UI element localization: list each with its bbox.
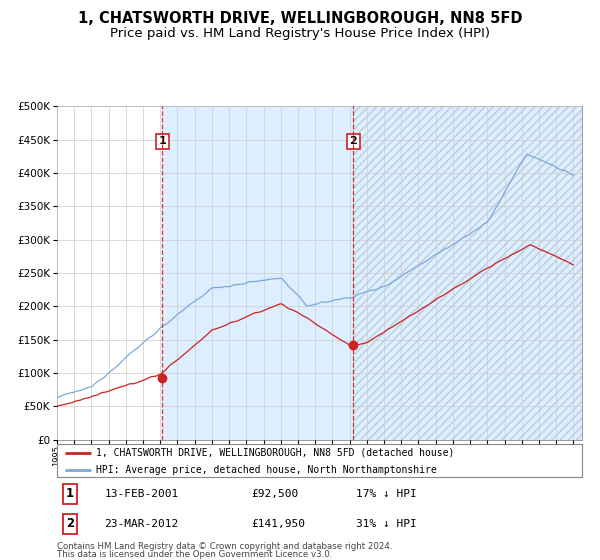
Bar	[353, 106, 582, 440]
Text: 31% ↓ HPI: 31% ↓ HPI	[356, 519, 417, 529]
Text: 23-MAR-2012: 23-MAR-2012	[104, 519, 179, 529]
Text: 2: 2	[350, 137, 357, 146]
Text: 13-FEB-2001: 13-FEB-2001	[104, 489, 179, 499]
Bar	[57, 106, 163, 440]
Bar	[163, 106, 353, 440]
Text: £141,950: £141,950	[251, 519, 305, 529]
Text: HPI: Average price, detached house, North Northamptonshire: HPI: Average price, detached house, Nort…	[97, 465, 437, 475]
Text: 1: 1	[158, 137, 166, 146]
Text: 1, CHATSWORTH DRIVE, WELLINGBOROUGH, NN8 5FD: 1, CHATSWORTH DRIVE, WELLINGBOROUGH, NN8…	[78, 11, 522, 26]
Text: Price paid vs. HM Land Registry's House Price Index (HPI): Price paid vs. HM Land Registry's House …	[110, 27, 490, 40]
Text: This data is licensed under the Open Government Licence v3.0.: This data is licensed under the Open Gov…	[57, 550, 332, 559]
FancyBboxPatch shape	[57, 444, 582, 477]
Text: 2: 2	[66, 517, 74, 530]
Text: Contains HM Land Registry data © Crown copyright and database right 2024.: Contains HM Land Registry data © Crown c…	[57, 542, 392, 550]
Text: 17% ↓ HPI: 17% ↓ HPI	[356, 489, 417, 499]
Bar	[353, 106, 582, 440]
Text: 1: 1	[66, 487, 74, 500]
Text: £92,500: £92,500	[251, 489, 299, 499]
Text: 1, CHATSWORTH DRIVE, WELLINGBOROUGH, NN8 5FD (detached house): 1, CHATSWORTH DRIVE, WELLINGBOROUGH, NN8…	[97, 447, 455, 458]
